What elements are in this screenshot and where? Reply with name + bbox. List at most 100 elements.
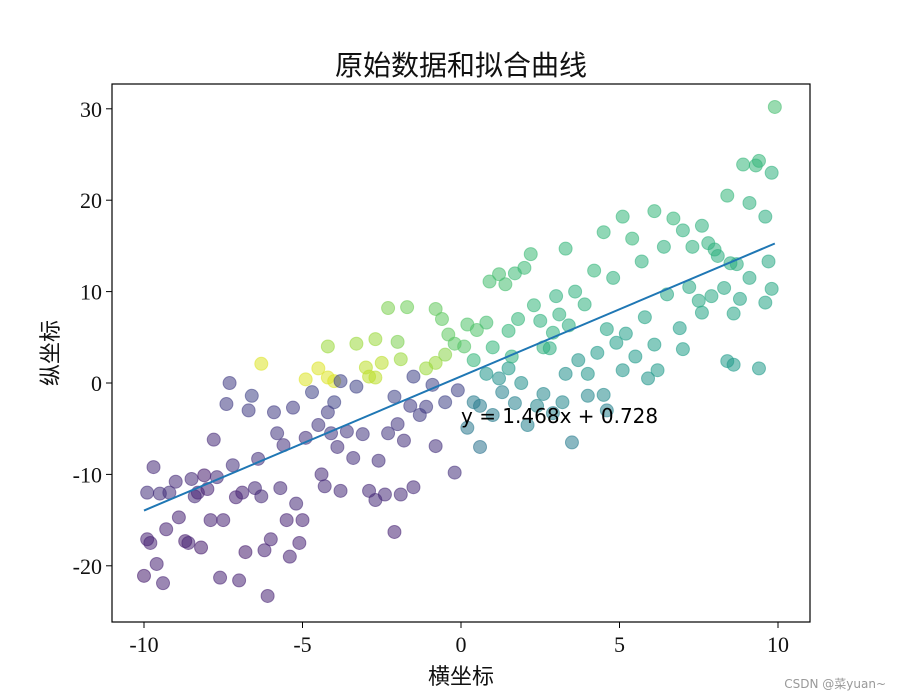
- data-point: [232, 573, 247, 588]
- data-point: [485, 407, 500, 422]
- data-point: [549, 289, 564, 304]
- data-point: [428, 355, 443, 370]
- data-point: [219, 397, 234, 412]
- data-point: [498, 277, 513, 292]
- data-point: [282, 549, 297, 564]
- data-point: [558, 241, 573, 256]
- data-point: [317, 479, 332, 494]
- data-point: [289, 496, 304, 511]
- data-point: [305, 385, 320, 400]
- data-point: [285, 400, 300, 415]
- data-point: [587, 263, 602, 278]
- x-axis-ticks: -10 -5 0 5 10: [129, 622, 789, 657]
- data-point: [675, 223, 690, 238]
- data-point: [514, 376, 529, 390]
- data-point: [254, 356, 269, 371]
- data-point: [406, 369, 421, 384]
- data-point: [590, 345, 605, 360]
- data-point: [615, 209, 630, 224]
- data-point: [761, 254, 776, 269]
- data-point: [346, 450, 361, 465]
- data-point: [625, 231, 640, 246]
- data-point: [523, 247, 538, 262]
- data-point: [511, 312, 526, 327]
- data-point: [767, 99, 782, 114]
- data-point: [694, 305, 709, 320]
- data-point: [438, 347, 453, 362]
- data-point: [381, 301, 396, 316]
- data-point: [580, 388, 595, 403]
- x-tick-label: 10: [767, 632, 789, 657]
- data-point: [552, 307, 567, 322]
- data-point: [254, 489, 269, 504]
- data-point: [238, 545, 253, 560]
- data-point: [742, 270, 757, 285]
- data-points: [137, 99, 782, 603]
- y-tick-label: 0: [91, 371, 102, 396]
- data-point: [368, 370, 383, 385]
- data-point: [694, 218, 709, 233]
- data-point: [181, 535, 196, 550]
- data-point: [260, 588, 275, 603]
- data-point: [368, 332, 383, 347]
- data-point: [327, 395, 342, 410]
- data-point: [241, 403, 256, 418]
- data-point: [536, 386, 551, 401]
- data-point: [526, 298, 541, 313]
- data-point: [244, 388, 259, 403]
- data-point: [764, 281, 779, 296]
- data-point: [184, 471, 199, 486]
- x-tick-label: 5: [614, 632, 625, 657]
- data-point: [704, 289, 719, 304]
- data-point: [387, 389, 402, 404]
- data-point: [637, 310, 652, 325]
- data-point: [295, 513, 310, 528]
- data-point: [520, 418, 535, 433]
- data-point: [137, 568, 151, 583]
- data-point: [314, 467, 329, 482]
- data-point: [650, 363, 665, 378]
- data-point: [656, 239, 671, 254]
- data-point: [764, 165, 779, 180]
- data-point: [273, 481, 288, 496]
- data-point: [377, 487, 392, 502]
- data-point: [479, 366, 494, 381]
- data-point: [758, 295, 773, 310]
- data-point: [349, 336, 364, 351]
- data-point: [270, 426, 285, 441]
- data-point: [675, 342, 690, 357]
- data-point: [685, 239, 700, 254]
- data-point: [371, 453, 386, 468]
- data-point: [492, 267, 507, 282]
- data-point: [634, 254, 649, 269]
- y-tick-label: -20: [73, 554, 102, 579]
- data-point: [599, 403, 614, 418]
- data-point: [358, 360, 373, 375]
- data-point: [438, 395, 453, 410]
- data-point: [349, 379, 364, 394]
- data-point: [501, 361, 516, 376]
- data-point: [396, 433, 411, 448]
- data-point: [434, 312, 449, 327]
- data-point: [751, 361, 766, 376]
- watermark: CSDN @菜yuan~: [784, 677, 886, 691]
- data-point: [374, 355, 389, 370]
- data-point: [460, 420, 475, 435]
- data-point: [672, 321, 687, 336]
- data-point: [387, 524, 402, 539]
- data-point: [263, 532, 278, 547]
- data-point: [450, 383, 465, 398]
- data-point: [403, 398, 418, 413]
- chart-title: 原始数据和拟合曲线: [335, 49, 587, 82]
- data-point: [545, 406, 560, 421]
- data-point: [647, 204, 662, 219]
- data-point: [146, 460, 161, 475]
- data-point: [555, 395, 570, 410]
- data-point: [143, 535, 158, 550]
- data-point: [571, 353, 586, 368]
- data-point: [517, 260, 532, 275]
- data-point: [717, 280, 732, 295]
- data-point: [140, 485, 155, 500]
- data-point: [159, 522, 174, 537]
- data-point: [720, 188, 735, 203]
